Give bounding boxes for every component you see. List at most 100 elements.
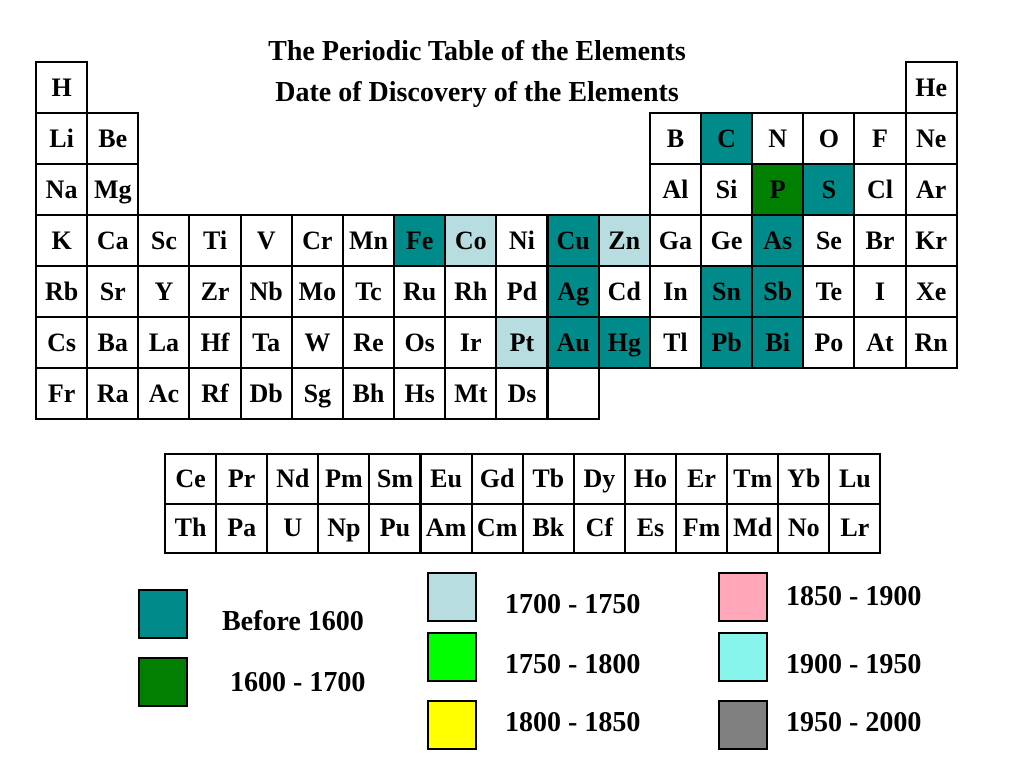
element-eu: Eu bbox=[419, 453, 473, 505]
element-tl: Tl bbox=[648, 316, 702, 369]
legend-label-1700-1750: 1700 - 1750 bbox=[505, 589, 641, 620]
element-nd: Nd bbox=[266, 453, 320, 505]
legend-swatch-1750-1800 bbox=[427, 632, 477, 682]
element-bi: Bi bbox=[751, 316, 805, 369]
element-pm: Pm bbox=[317, 453, 371, 505]
element-tc: Tc bbox=[341, 265, 396, 318]
element-o: O bbox=[802, 112, 856, 165]
element-mn: Mn bbox=[341, 214, 396, 267]
element-xe: Xe bbox=[904, 265, 958, 318]
element-cd: Cd bbox=[597, 265, 651, 318]
element-ni: Ni bbox=[495, 214, 549, 267]
element-h: H bbox=[35, 61, 89, 114]
element-br: Br bbox=[853, 214, 907, 267]
element-empty bbox=[546, 367, 600, 420]
element-md: Md bbox=[726, 502, 780, 554]
element-po: Po bbox=[802, 316, 856, 369]
element-ac: Ac bbox=[137, 367, 191, 420]
element-si: Si bbox=[699, 163, 754, 216]
element-hf: Hf bbox=[188, 316, 242, 369]
element-np: Np bbox=[317, 502, 371, 554]
legend-label-1950-2000: 1950 - 2000 bbox=[786, 707, 922, 738]
element-v: V bbox=[239, 214, 293, 267]
element-ho: Ho bbox=[623, 453, 677, 505]
element-f: F bbox=[853, 112, 907, 165]
element-cr: Cr bbox=[290, 214, 344, 267]
element-sc: Sc bbox=[137, 214, 191, 267]
legend-swatch-1600-1700 bbox=[138, 657, 188, 707]
element-sn: Sn bbox=[699, 265, 754, 318]
legend-swatch-1950-2000 bbox=[718, 700, 768, 750]
element-es: Es bbox=[623, 502, 677, 554]
element-p: P bbox=[751, 163, 805, 216]
element-sg: Sg bbox=[290, 367, 344, 420]
legend-swatch-1900-1950 bbox=[718, 632, 768, 682]
element-ne: Ne bbox=[904, 112, 958, 165]
element-rn: Rn bbox=[904, 316, 958, 369]
element-kr: Kr bbox=[904, 214, 958, 267]
title-line-2: Date of Discovery of the Elements bbox=[275, 77, 679, 108]
legend-label-1750-1800: 1750 - 1800 bbox=[505, 649, 641, 680]
element-s: S bbox=[802, 163, 856, 216]
element-th: Th bbox=[164, 502, 218, 554]
element-hg: Hg bbox=[597, 316, 651, 369]
element-n: N bbox=[751, 112, 805, 165]
element-lu: Lu bbox=[828, 453, 882, 505]
element-ge: Ge bbox=[699, 214, 754, 267]
element-zr: Zr bbox=[188, 265, 242, 318]
legend-label-1800-1850: 1800 - 1850 bbox=[505, 707, 641, 738]
element-ra: Ra bbox=[86, 367, 140, 420]
element-i: I bbox=[853, 265, 907, 318]
element-fe: Fe bbox=[393, 214, 447, 267]
element-pr: Pr bbox=[215, 453, 269, 505]
element-am: Am bbox=[419, 502, 473, 554]
element-as: As bbox=[751, 214, 805, 267]
element-te: Te bbox=[802, 265, 856, 318]
element-mg: Mg bbox=[86, 163, 140, 216]
element-b: B bbox=[648, 112, 702, 165]
legend-swatch-1850-1900 bbox=[718, 572, 768, 622]
element-sr: Sr bbox=[86, 265, 140, 318]
element-tb: Tb bbox=[521, 453, 575, 505]
element-mo: Mo bbox=[290, 265, 344, 318]
element-al: Al bbox=[648, 163, 702, 216]
element-ru: Ru bbox=[393, 265, 447, 318]
legend-swatch-1700-1750 bbox=[427, 572, 477, 622]
legend-swatch-1800-1850 bbox=[427, 700, 477, 750]
element-u: U bbox=[266, 502, 320, 554]
element-mt: Mt bbox=[444, 367, 498, 420]
element-c: C bbox=[699, 112, 754, 165]
element-hs: Hs bbox=[393, 367, 447, 420]
element-fm: Fm bbox=[675, 502, 729, 554]
element-k: K bbox=[35, 214, 89, 267]
legend-label-1900-1950: 1900 - 1950 bbox=[786, 649, 922, 680]
element-na: Na bbox=[35, 163, 89, 216]
element-sb: Sb bbox=[751, 265, 805, 318]
element-ta: Ta bbox=[239, 316, 293, 369]
element-he: He bbox=[904, 61, 958, 114]
element-er: Er bbox=[675, 453, 729, 505]
element-no: No bbox=[777, 502, 831, 554]
element-db: Db bbox=[239, 367, 293, 420]
element-ag: Ag bbox=[546, 265, 600, 318]
element-pu: Pu bbox=[368, 502, 422, 554]
element-cm: Cm bbox=[470, 502, 524, 554]
element-lr: Lr bbox=[828, 502, 882, 554]
element-nb: Nb bbox=[239, 265, 293, 318]
legend-label-1600-1700: 1600 - 1700 bbox=[230, 667, 366, 698]
element-zn: Zn bbox=[597, 214, 651, 267]
element-bh: Bh bbox=[341, 367, 396, 420]
element-ga: Ga bbox=[648, 214, 702, 267]
legend-label-before1600: Before 1600 bbox=[222, 606, 364, 637]
element-ds: Ds bbox=[495, 367, 549, 420]
element-rb: Rb bbox=[35, 265, 89, 318]
element-w: W bbox=[290, 316, 344, 369]
title-line-1: The Periodic Table of the Elements bbox=[268, 36, 686, 67]
element-ir: Ir bbox=[444, 316, 498, 369]
element-pt: Pt bbox=[495, 316, 549, 369]
element-y: Y bbox=[137, 265, 191, 318]
element-rf: Rf bbox=[188, 367, 242, 420]
element-cl: Cl bbox=[853, 163, 907, 216]
element-be: Be bbox=[86, 112, 140, 165]
element-cs: Cs bbox=[35, 316, 89, 369]
